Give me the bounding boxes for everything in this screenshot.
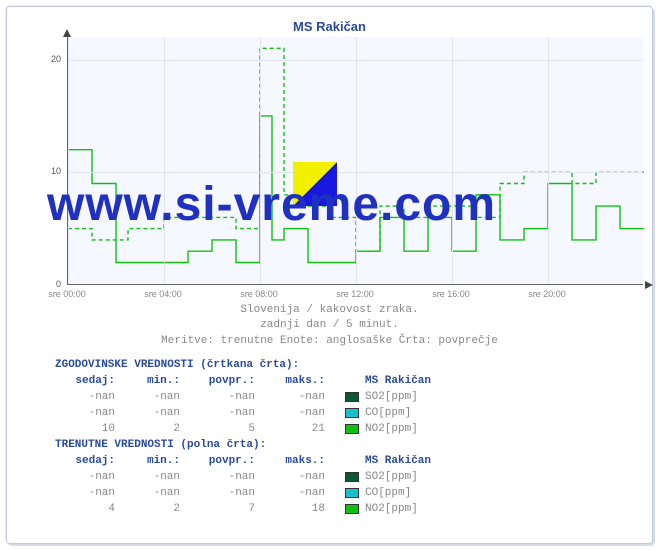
col-min: min.: <box>115 375 180 387</box>
x-tick-label: sre 20:00 <box>517 289 577 299</box>
caption-line-1: Slovenija / kakovost zraka. <box>7 303 652 318</box>
cell-max: -nan <box>255 407 325 419</box>
col-station: MS Rakičan <box>365 455 622 467</box>
cell-min: -nan <box>115 487 180 499</box>
cell-min: -nan <box>115 391 180 403</box>
cell-avg: -nan <box>180 487 255 499</box>
cell-now: -nan <box>55 391 115 403</box>
x-tick-label: sre 00:00 <box>37 289 97 299</box>
x-tick-label: sre 08:00 <box>229 289 289 299</box>
cell-now: 4 <box>55 503 115 515</box>
col-station: MS Rakičan <box>365 375 622 387</box>
col-max: maks.: <box>255 455 325 467</box>
table-row: 42718 NO2[ppm] <box>55 501 622 517</box>
y-tick-label: 10 <box>21 166 61 176</box>
data-tables: ZGODOVINSKE VREDNOSTI (črtkana črta): se… <box>55 357 622 517</box>
cell-min: 2 <box>115 423 180 435</box>
cell-avg: 7 <box>180 503 255 515</box>
cell-now: -nan <box>55 471 115 483</box>
cell-series: SO2[ppm] <box>365 391 622 403</box>
y-axis-arrow-icon <box>63 29 71 37</box>
cell-min: -nan <box>115 407 180 419</box>
col-avg: povpr.: <box>180 455 255 467</box>
cell-series: NO2[ppm] <box>365 503 622 515</box>
cell-series: CO[ppm] <box>365 487 622 499</box>
cell-max: -nan <box>255 471 325 483</box>
cell-max: 21 <box>255 423 325 435</box>
table-row: -nan-nan-nan-nanSO2[ppm] <box>55 469 622 485</box>
cell-series: NO2[ppm] <box>365 423 622 435</box>
col-now: sedaj: <box>55 455 115 467</box>
x-axis-arrow-icon <box>645 281 653 289</box>
col-avg: povpr.: <box>180 375 255 387</box>
current-header: sedaj: min.: povpr.: maks.: MS Rakičan <box>55 453 622 469</box>
watermark-logo-icon <box>293 162 337 206</box>
cell-avg: 5 <box>180 423 255 435</box>
cell-max: -nan <box>255 391 325 403</box>
table-row: 102521 NO2[ppm] <box>55 421 622 437</box>
x-tick-label: sre 16:00 <box>421 289 481 299</box>
cell-max: 18 <box>255 503 325 515</box>
cell-avg: -nan <box>180 471 255 483</box>
col-now: sedaj: <box>55 375 115 387</box>
cell-series: CO[ppm] <box>365 407 622 419</box>
caption: Slovenija / kakovost zraka. zadnji dan /… <box>7 303 652 349</box>
plot-area <box>67 37 643 285</box>
x-tick-label: sre 12:00 <box>325 289 385 299</box>
cell-now: -nan <box>55 487 115 499</box>
cell-avg: -nan <box>180 391 255 403</box>
series-swatch-icon <box>345 472 359 482</box>
cell-now: 10 <box>55 423 115 435</box>
historical-title: ZGODOVINSKE VREDNOSTI (črtkana črta): <box>55 359 622 371</box>
table-row: -nan-nan-nan-nanSO2[ppm] <box>55 389 622 405</box>
col-min: min.: <box>115 455 180 467</box>
series-swatch-icon <box>345 504 359 514</box>
cell-min: -nan <box>115 471 180 483</box>
y-tick-label: 0 <box>21 279 61 289</box>
cell-min: 2 <box>115 503 180 515</box>
cell-now: -nan <box>55 407 115 419</box>
series-swatch-icon <box>345 488 359 498</box>
table-row: -nan-nan-nan-nanCO[ppm] <box>55 405 622 421</box>
caption-line-2: zadnji dan / 5 minut. <box>7 318 652 333</box>
x-tick-label: sre 04:00 <box>133 289 193 299</box>
current-title: TRENUTNE VREDNOSTI (polna črta): <box>55 439 622 451</box>
historical-header: sedaj: min.: povpr.: maks.: MS Rakičan <box>55 373 622 389</box>
chart-title: MS Rakičan <box>7 19 652 34</box>
cell-series: SO2[ppm] <box>365 471 622 483</box>
cell-max: -nan <box>255 487 325 499</box>
table-row: -nan-nan-nan-nanCO[ppm] <box>55 485 622 501</box>
series-swatch-icon <box>345 408 359 418</box>
y-tick-label: 20 <box>21 54 61 64</box>
col-max: maks.: <box>255 375 325 387</box>
series-swatch-icon <box>345 392 359 402</box>
series-swatch-icon <box>345 424 359 434</box>
caption-line-3: Meritve: trenutne Enote: anglosaške Črta… <box>7 334 652 349</box>
chart-frame: www.si-vreme.com MS Rakičan 01020 sre 00… <box>6 6 653 544</box>
cell-avg: -nan <box>180 407 255 419</box>
